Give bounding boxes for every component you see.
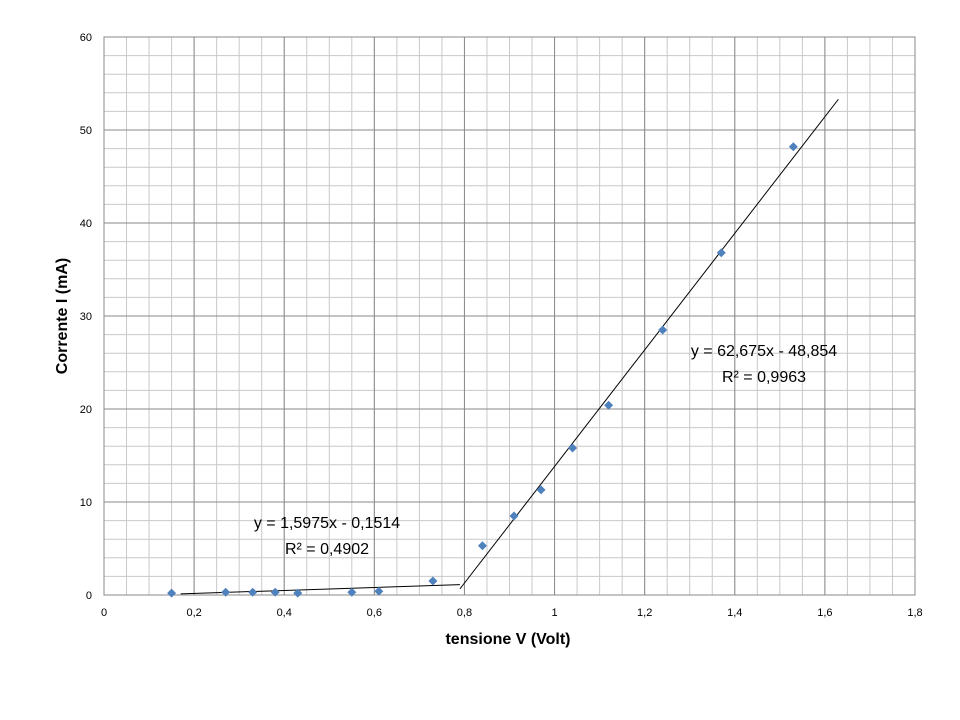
data-point	[788, 142, 798, 152]
x-tick-label: 1,4	[727, 607, 742, 619]
data-point	[477, 541, 487, 551]
data-point	[568, 443, 578, 453]
y-tick-label: 0	[86, 590, 92, 602]
y-tick-label: 30	[80, 311, 92, 323]
x-tick-label: 0,4	[277, 607, 292, 619]
trendline-2	[459, 98, 839, 590]
trendline-2-equation: y = 62,675x - 48,854	[691, 343, 837, 360]
data-point	[658, 325, 668, 335]
trendline-1-equation: y = 1,5975x - 0,1514	[254, 515, 400, 532]
data-point	[167, 588, 177, 598]
data-point	[604, 400, 614, 410]
x-tick-label: 0,6	[367, 607, 382, 619]
data-point	[716, 248, 726, 258]
x-tick-label: 1,6	[817, 607, 832, 619]
data-point	[248, 587, 258, 597]
x-tick-label: 1,8	[907, 607, 922, 619]
data-point	[270, 587, 280, 597]
x-tick-label: 0,8	[457, 607, 472, 619]
data-points	[167, 142, 798, 598]
trendline-1-r2: R² = 0,4902	[285, 541, 369, 558]
data-point	[536, 485, 546, 495]
x-tick-label: 0	[101, 607, 107, 619]
grid-major	[103, 36, 916, 596]
y-tick-label: 60	[80, 32, 92, 44]
data-point	[293, 588, 303, 598]
x-tick-label: 1	[551, 607, 557, 619]
y-tick-label: 10	[80, 497, 92, 509]
data-point	[347, 587, 357, 597]
trendline-2-r2: R² = 0,9963	[722, 369, 806, 386]
y-tick-label: 20	[80, 404, 92, 416]
y-axis-title: Corrente I (mA)	[54, 258, 71, 374]
x-axis-title: tensione V (Volt)	[445, 631, 570, 648]
data-point	[509, 511, 519, 521]
plot-area-border	[103, 36, 916, 596]
data-point	[374, 586, 384, 596]
y-tick-label: 50	[80, 125, 92, 137]
data-point	[221, 587, 231, 597]
x-tick-label: 0,2	[186, 607, 201, 619]
x-tick-label: 1,2	[637, 607, 652, 619]
y-tick-labels: 0 10 20 30 40 50 60	[80, 32, 92, 602]
x-tick-labels: 0 0,2 0,4 0,6 0,8 1 1,2 1,4 1,6 1,8	[101, 607, 923, 619]
y-tick-label: 40	[80, 218, 92, 230]
data-point	[428, 576, 438, 586]
